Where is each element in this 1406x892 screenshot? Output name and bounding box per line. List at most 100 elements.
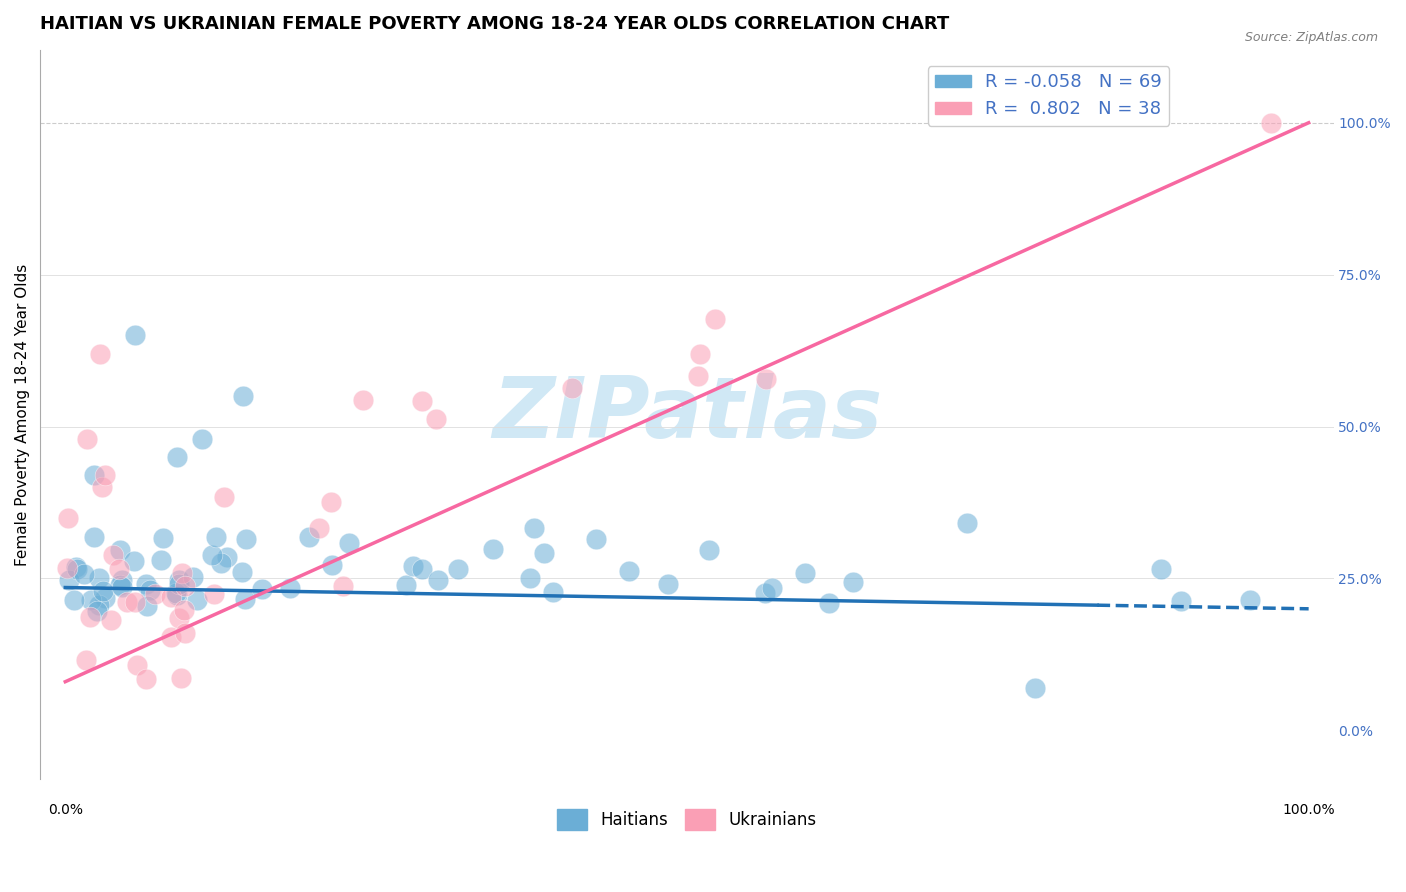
Point bbox=[395, 578, 418, 592]
Point bbox=[235, 591, 257, 606]
Point bbox=[100, 613, 122, 627]
Point bbox=[135, 577, 157, 591]
Text: 0.0%: 0.0% bbox=[48, 803, 83, 817]
Point bbox=[817, 597, 839, 611]
Point bbox=[232, 389, 254, 403]
Point bbox=[402, 558, 425, 573]
Point bbox=[426, 573, 449, 587]
Point bbox=[1260, 116, 1282, 130]
Point bbox=[111, 573, 134, 587]
Point bbox=[278, 582, 301, 596]
Point bbox=[76, 432, 98, 446]
Point bbox=[337, 536, 360, 550]
Point bbox=[425, 412, 447, 426]
Point bbox=[160, 590, 183, 604]
Point bbox=[160, 630, 183, 644]
Point bbox=[235, 532, 257, 546]
Point bbox=[205, 529, 228, 543]
Point bbox=[533, 546, 555, 560]
Point bbox=[115, 595, 138, 609]
Point bbox=[83, 468, 105, 483]
Point bbox=[166, 450, 188, 464]
Point bbox=[72, 567, 94, 582]
Point bbox=[170, 671, 193, 685]
Point bbox=[139, 582, 162, 597]
Y-axis label: Female Poverty Among 18-24 Year Olds: Female Poverty Among 18-24 Year Olds bbox=[15, 263, 30, 566]
Point bbox=[83, 530, 105, 544]
Point bbox=[94, 591, 117, 605]
Point bbox=[201, 548, 224, 562]
Text: Source: ZipAtlas.com: Source: ZipAtlas.com bbox=[1244, 31, 1378, 45]
Text: ZIPatlas: ZIPatlas bbox=[492, 373, 882, 456]
Point bbox=[447, 562, 470, 576]
Point bbox=[152, 531, 174, 545]
Point bbox=[689, 347, 711, 361]
Point bbox=[167, 577, 190, 591]
Point bbox=[352, 392, 374, 407]
Point bbox=[411, 394, 433, 409]
Point bbox=[1239, 593, 1261, 607]
Point bbox=[191, 432, 214, 446]
Point bbox=[166, 588, 188, 602]
Point bbox=[167, 611, 190, 625]
Point bbox=[215, 550, 238, 565]
Point bbox=[122, 554, 145, 568]
Point bbox=[136, 599, 159, 614]
Point bbox=[66, 562, 89, 576]
Point bbox=[174, 578, 197, 592]
Point bbox=[298, 530, 321, 544]
Point bbox=[1170, 594, 1192, 608]
Point bbox=[523, 521, 546, 535]
Point bbox=[79, 609, 101, 624]
Point bbox=[703, 311, 725, 326]
Point bbox=[169, 573, 191, 587]
Point bbox=[202, 587, 225, 601]
Point bbox=[58, 510, 80, 524]
Legend: Haitians, Ukrainians: Haitians, Ukrainians bbox=[551, 803, 824, 836]
Point bbox=[135, 672, 157, 686]
Point bbox=[111, 580, 134, 594]
Point bbox=[75, 653, 97, 667]
Point bbox=[172, 566, 194, 581]
Point bbox=[63, 593, 86, 607]
Point bbox=[58, 573, 80, 587]
Point bbox=[841, 575, 863, 590]
Point bbox=[332, 579, 354, 593]
Point bbox=[108, 578, 131, 592]
Point bbox=[93, 468, 115, 483]
Point bbox=[89, 598, 111, 612]
Point bbox=[91, 584, 114, 599]
Point bbox=[1024, 681, 1046, 695]
Point bbox=[89, 346, 111, 360]
Point bbox=[124, 595, 146, 609]
Text: HAITIAN VS UKRAINIAN FEMALE POVERTY AMONG 18-24 YEAR OLDS CORRELATION CHART: HAITIAN VS UKRAINIAN FEMALE POVERTY AMON… bbox=[41, 15, 949, 33]
Point bbox=[90, 480, 112, 494]
Point bbox=[519, 571, 541, 585]
Point bbox=[80, 592, 103, 607]
Point bbox=[794, 566, 817, 581]
Point bbox=[86, 604, 108, 618]
Point bbox=[541, 585, 564, 599]
Point bbox=[143, 587, 166, 601]
Point bbox=[181, 570, 204, 584]
Text: 100.0%: 100.0% bbox=[1282, 803, 1334, 817]
Point bbox=[754, 585, 776, 599]
Point bbox=[125, 658, 148, 673]
Point bbox=[481, 541, 503, 556]
Point bbox=[657, 576, 679, 591]
Point bbox=[697, 543, 720, 558]
Point bbox=[308, 521, 330, 535]
Point bbox=[585, 532, 607, 546]
Point bbox=[688, 368, 710, 383]
Point bbox=[561, 381, 583, 395]
Point bbox=[321, 558, 343, 572]
Point bbox=[89, 571, 111, 585]
Point bbox=[65, 560, 87, 574]
Point bbox=[209, 557, 232, 571]
Point bbox=[252, 582, 274, 597]
Point bbox=[617, 565, 640, 579]
Point bbox=[1150, 562, 1173, 576]
Point bbox=[754, 372, 776, 386]
Point bbox=[173, 603, 195, 617]
Point bbox=[108, 543, 131, 558]
